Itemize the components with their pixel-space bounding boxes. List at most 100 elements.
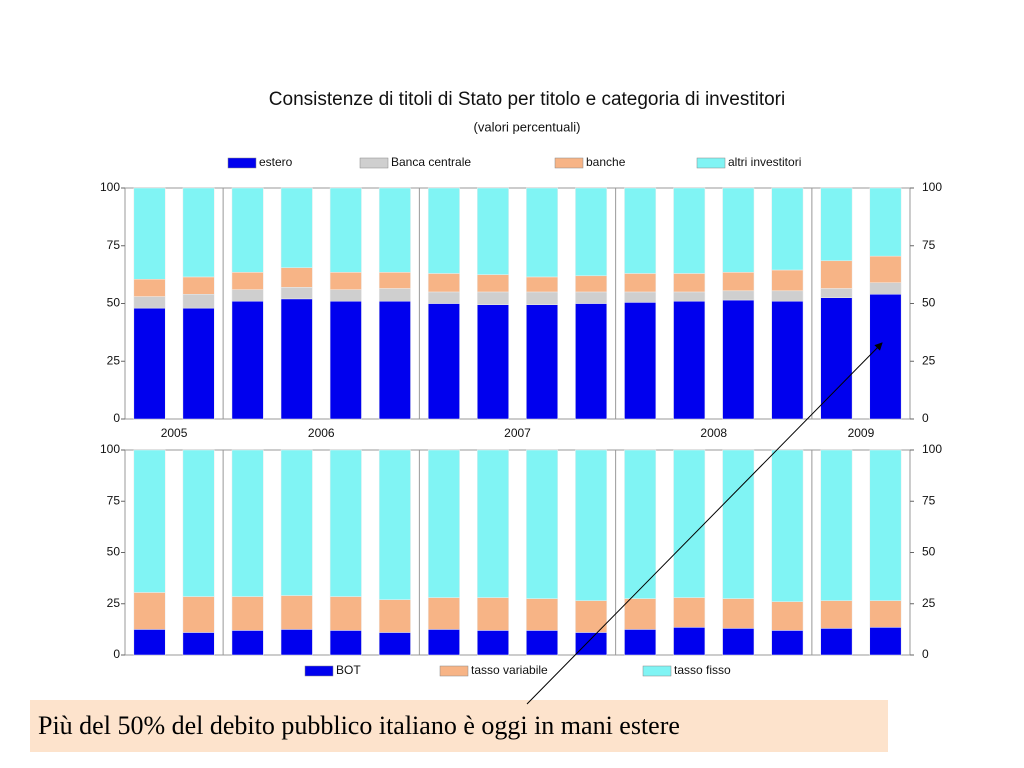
- bar-segment: [526, 276, 558, 293]
- bar-segment: [231, 272, 264, 290]
- y-tick-label: 100: [100, 442, 120, 456]
- y2-tick-label: 100: [922, 180, 942, 194]
- bar-segment: [673, 273, 706, 293]
- y-tick-label: 50: [107, 296, 121, 310]
- bar-segment: [477, 291, 509, 305]
- y-tick-label: 0: [113, 411, 120, 425]
- bar-segment: [526, 449, 558, 599]
- bar-segment: [477, 304, 509, 420]
- bar-segment: [575, 187, 608, 277]
- bar-segment: [722, 272, 755, 292]
- bar-segment: [820, 187, 853, 262]
- bar-segment: [427, 597, 460, 630]
- bar-segment: [477, 630, 509, 656]
- bar-segment: [477, 597, 509, 631]
- bar-segment: [378, 599, 411, 633]
- bar-segment: [182, 596, 215, 633]
- bar-segment: [575, 632, 608, 656]
- bar-segment: [280, 449, 313, 596]
- bar-segment: [182, 187, 215, 278]
- bar-segment: [820, 600, 853, 629]
- y-tick-label: 100: [100, 180, 120, 194]
- bar-segment: [231, 630, 264, 656]
- bar-segment: [231, 187, 264, 273]
- x-group-label: 2009: [848, 426, 875, 440]
- bar-segment: [329, 300, 362, 420]
- bar-segment: [378, 187, 411, 273]
- y2-tick-label: 0: [922, 647, 929, 661]
- bar-segment: [329, 630, 362, 656]
- bar-segment: [820, 449, 853, 601]
- bar-segment: [280, 187, 313, 268]
- bar-segment: [575, 303, 608, 420]
- bar-segment: [575, 275, 608, 293]
- bar-segment: [477, 187, 509, 275]
- bar-segment: [673, 449, 706, 598]
- legend-swatch: [554, 157, 584, 169]
- bar-segment: [624, 449, 657, 599]
- legend-label: BOT: [336, 663, 361, 677]
- bar-segment: [182, 276, 215, 295]
- chart-title: Consistenze di titoli di Stato per titol…: [269, 89, 785, 110]
- legend-swatch: [696, 157, 726, 169]
- bar-segment: [771, 630, 804, 656]
- bar-segment: [771, 300, 804, 420]
- bar-segment: [133, 592, 166, 630]
- legend-swatch: [359, 157, 389, 169]
- y2-tick-label: 0: [922, 411, 929, 425]
- y-tick-label: 75: [107, 238, 121, 252]
- bar-segment: [575, 449, 608, 601]
- caption: Più del 50% del debito pubblico italiano…: [30, 700, 888, 752]
- y2-tick-label: 25: [922, 353, 936, 367]
- bar-segment: [133, 278, 166, 297]
- bar-segment: [378, 272, 411, 289]
- bar-segment: [624, 629, 657, 656]
- bar-segment: [378, 632, 411, 656]
- bar-segment: [624, 598, 657, 630]
- bar-segment: [624, 187, 657, 274]
- y-tick-label: 0: [113, 647, 120, 661]
- legend-swatch: [642, 665, 672, 677]
- bar-segment: [575, 291, 608, 304]
- legend-label: estero: [259, 155, 293, 169]
- bar-segment: [673, 300, 706, 420]
- bar-segment: [427, 629, 460, 656]
- x-group-label: 2008: [700, 426, 727, 440]
- y2-tick-label: 100: [922, 442, 942, 456]
- bar-segment: [133, 187, 166, 280]
- bar-segment: [771, 269, 804, 292]
- bar-segment: [280, 595, 313, 630]
- bar-segment: [329, 289, 362, 302]
- bar-segment: [869, 294, 902, 420]
- bar-segment: [427, 449, 460, 598]
- bar-segment: [231, 449, 264, 597]
- bar-segment: [378, 300, 411, 420]
- bar-segment: [526, 304, 558, 420]
- bar-segment: [231, 289, 264, 302]
- legend-label: Banca centrale: [391, 155, 471, 169]
- bar-segment: [133, 629, 166, 656]
- chart-subtitle: (valori percentuali): [474, 119, 581, 134]
- legend-swatch: [304, 665, 334, 677]
- y2-tick-label: 75: [922, 493, 936, 507]
- y2-tick-label: 25: [922, 596, 936, 610]
- bar-segment: [869, 282, 902, 295]
- bar-segment: [378, 449, 411, 600]
- bar-segment: [182, 632, 215, 656]
- bar-segment: [820, 297, 853, 420]
- legend-swatch: [439, 665, 469, 677]
- bar-segment: [624, 273, 657, 293]
- y2-tick-label: 50: [922, 545, 936, 559]
- legend-label: tasso fisso: [674, 663, 731, 677]
- y-tick-label: 75: [107, 493, 121, 507]
- bar-segment: [477, 449, 509, 598]
- bar-segment: [477, 274, 509, 293]
- bar-segment: [280, 267, 313, 288]
- bar-segment: [526, 598, 558, 631]
- bar-segment: [820, 628, 853, 656]
- bar-segment: [427, 187, 460, 274]
- bar-segment: [526, 630, 558, 656]
- bar-segment: [624, 302, 657, 420]
- bar-segment: [771, 187, 804, 271]
